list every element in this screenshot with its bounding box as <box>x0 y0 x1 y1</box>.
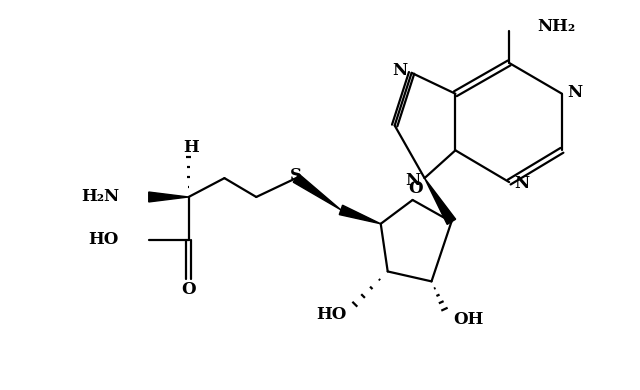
Text: H₂N: H₂N <box>81 188 119 206</box>
Text: S: S <box>290 167 302 184</box>
Text: NH₂: NH₂ <box>537 18 575 35</box>
Polygon shape <box>148 192 189 202</box>
Polygon shape <box>339 205 381 224</box>
Polygon shape <box>424 178 456 224</box>
Text: O: O <box>181 281 196 298</box>
Text: OH: OH <box>453 310 484 328</box>
Text: N: N <box>515 175 530 191</box>
Text: H: H <box>184 139 200 156</box>
Text: O: O <box>408 179 423 197</box>
Text: HO: HO <box>316 306 346 323</box>
Text: HO: HO <box>88 231 119 248</box>
Text: N: N <box>392 62 407 80</box>
Text: N: N <box>405 172 420 189</box>
Text: N: N <box>567 84 582 101</box>
Polygon shape <box>293 174 341 210</box>
